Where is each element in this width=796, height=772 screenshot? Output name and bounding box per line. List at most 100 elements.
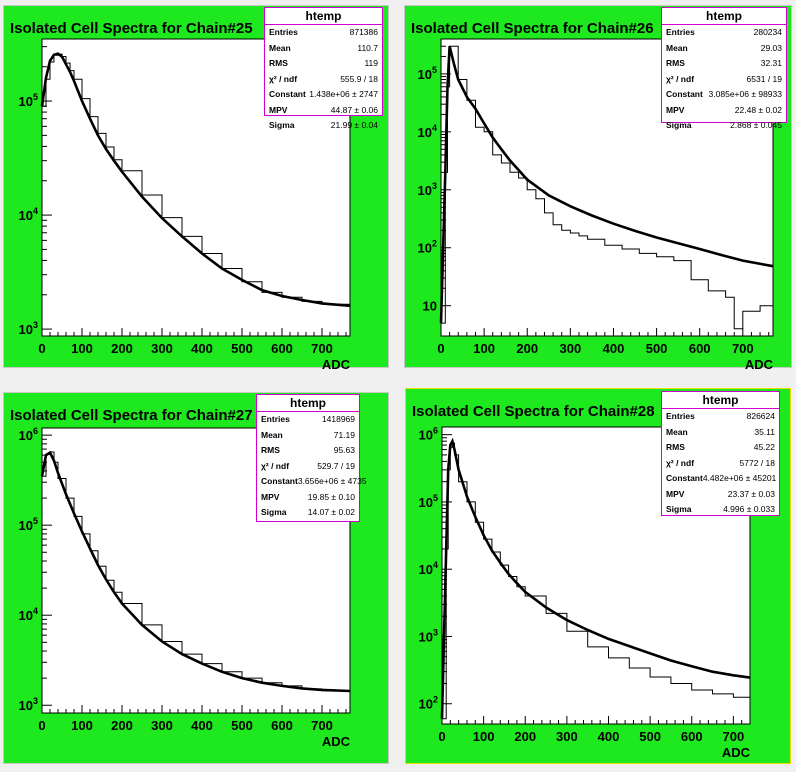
stats-key: Entries xyxy=(261,414,290,424)
x-axis-label: ADC xyxy=(745,357,774,369)
stats-value: 871386 xyxy=(349,27,378,37)
x-tick-label: 400 xyxy=(191,718,213,733)
stats-value: 555.9 / 18 xyxy=(340,73,378,84)
y-tick-label: 103 xyxy=(19,320,38,337)
x-tick-label: 700 xyxy=(732,341,754,356)
stats-rows: Entries 1418969 Mean 71.19 RMS 95.63 χ² / ndf 5… xyxy=(257,412,367,521)
stats-key: χ² / ndf xyxy=(666,73,695,84)
stats-value: 5772 / 18 xyxy=(739,457,775,468)
x-tick-label: 600 xyxy=(271,718,293,733)
stats-row: χ² / ndf 6531 / 19 xyxy=(662,72,786,88)
x-tick-label: 200 xyxy=(111,718,133,733)
stats-box: htemp Entries 826624 Mean 35.11 RMS 45.22 χ² /… xyxy=(661,391,780,516)
chart-title: Isolated Cell Spectra for Chain#25 xyxy=(10,20,253,37)
stats-key: Constant xyxy=(269,89,306,99)
stats-value: 21.99 ± 0.04 xyxy=(330,120,378,130)
stats-row: χ² / ndf 5772 / 18 xyxy=(662,456,779,472)
stats-key: MPV xyxy=(269,104,288,115)
stats-value: 529.7 / 19 xyxy=(317,460,355,471)
stats-box: htemp Entries 1418969 Mean 71.19 RMS 95.63 χ² … xyxy=(256,394,367,522)
x-tick-label: 0 xyxy=(437,341,444,356)
stats-value: 29.03 xyxy=(760,42,782,53)
x-tick-label: 500 xyxy=(231,718,253,733)
chart-title: Isolated Cell Spectra for Chain#27 xyxy=(10,407,253,424)
x-tick-label: 100 xyxy=(71,341,93,356)
chart-title: Isolated Cell Spectra for Chain#26 xyxy=(411,20,654,37)
x-tick-label: 400 xyxy=(191,341,213,356)
y-tick-label: 103 xyxy=(419,627,438,644)
stats-value: 23.37 ± 0.03 xyxy=(727,488,775,499)
y-tick-label: 104 xyxy=(19,206,38,223)
stats-key: χ² / ndf xyxy=(666,457,695,468)
stats-key: MPV xyxy=(666,104,685,115)
stats-row: RMS 119 xyxy=(265,56,382,72)
stats-value: 6531 / 19 xyxy=(746,73,782,84)
x-tick-label: 600 xyxy=(689,341,711,356)
histogram-steps xyxy=(42,451,351,693)
x-tick-label: 0 xyxy=(38,341,45,356)
x-tick-label: 200 xyxy=(514,729,536,744)
stats-key: Mean xyxy=(261,429,283,440)
stats-row: Constant 1.438e+06 ± 2747 xyxy=(265,87,382,103)
stats-key: MPV xyxy=(261,491,280,502)
stats-value: 826624 xyxy=(746,411,775,421)
x-tick-label: 500 xyxy=(639,729,661,744)
stats-key: Sigma xyxy=(666,504,692,514)
stats-row: MPV 22.48 ± 0.02 xyxy=(662,103,786,119)
x-tick-label: 300 xyxy=(559,341,581,356)
stats-key: Mean xyxy=(269,42,291,53)
stats-row: Constant 4.482e+06 ± 45201 xyxy=(662,471,779,487)
y-tick-label: 105 xyxy=(19,92,38,109)
stats-value: 2.868 ± 0.045 xyxy=(730,120,782,130)
stats-key: RMS xyxy=(666,442,685,452)
histogram-pad-chain28: 0 100 200 300 400 500 600 700 102 103 104 105 106 ADC… xyxy=(405,388,791,764)
x-tick-label: 100 xyxy=(473,729,495,744)
stats-row: Sigma 14.07 ± 0.02 xyxy=(257,505,359,521)
x-tick-label: 300 xyxy=(151,718,173,733)
y-tick-label: 103 xyxy=(418,181,437,198)
stats-row: Entries 280234 xyxy=(662,25,786,41)
stats-key: RMS xyxy=(666,58,685,68)
x-tick-label: 400 xyxy=(603,341,625,356)
x-axis-label: ADC xyxy=(322,357,351,369)
stats-row: Entries 1418969 xyxy=(257,412,359,428)
x-tick-label: 700 xyxy=(311,341,333,356)
stats-key: RMS xyxy=(269,58,288,68)
stats-row: Mean 71.19 xyxy=(257,428,359,444)
stats-value: 19.85 ± 0.10 xyxy=(307,491,355,502)
y-tick-label: 10 xyxy=(423,299,437,314)
stats-box: htemp Entries 280234 Mean 29.03 RMS 32.31 χ² /… xyxy=(661,7,787,130)
stats-value: 280234 xyxy=(753,27,782,37)
x-tick-label: 300 xyxy=(151,341,173,356)
stats-value: 3.085e+06 ± 98933 xyxy=(708,89,782,99)
stats-row: Sigma 4.996 ± 0.033 xyxy=(662,502,779,518)
stats-value: 119 xyxy=(364,58,378,68)
stats-row: Sigma 21.99 ± 0.04 xyxy=(265,118,382,134)
stats-row: RMS 95.63 xyxy=(257,443,359,459)
x-tick-label: 300 xyxy=(556,729,578,744)
x-axis-label: ADC xyxy=(322,734,351,749)
stats-key: Mean xyxy=(666,42,688,53)
histogram-steps xyxy=(441,45,774,330)
x-tick-label: 200 xyxy=(516,341,538,356)
histogram-pad-chain25: 0 100 200 300 400 500 600 700 103 104 105 ADC Isola… xyxy=(3,5,389,369)
y-tick-label: 106 xyxy=(419,426,438,443)
stats-row: χ² / ndf 555.9 / 18 xyxy=(265,72,382,88)
x-axis-label: ADC xyxy=(722,745,751,760)
x-tick-label: 600 xyxy=(681,729,703,744)
stats-key: Sigma xyxy=(261,507,287,517)
x-tick-label: 700 xyxy=(722,729,744,744)
x-tick-label: 500 xyxy=(231,341,253,356)
stats-value: 1.438e+06 ± 2747 xyxy=(309,89,378,99)
stats-value: 32.31 xyxy=(760,58,782,68)
stats-rows: Entries 826624 Mean 35.11 RMS 45.22 χ² / ndf 57… xyxy=(662,409,779,518)
stats-key: Mean xyxy=(666,426,688,437)
stats-rows: Entries 871386 Mean 110.7 RMS 119 χ² / ndf 555.… xyxy=(265,25,382,134)
stats-row: χ² / ndf 529.7 / 19 xyxy=(257,459,359,475)
stats-row: MPV 23.37 ± 0.03 xyxy=(662,487,779,503)
x-tick-label: 400 xyxy=(598,729,620,744)
stats-key: χ² / ndf xyxy=(269,73,298,84)
y-tick-label: 104 xyxy=(419,560,438,577)
histogram-pad-chain27: 0 100 200 300 400 500 600 700 103 104 105 106 ADC Is… xyxy=(3,392,389,764)
stats-key: Sigma xyxy=(666,120,692,130)
